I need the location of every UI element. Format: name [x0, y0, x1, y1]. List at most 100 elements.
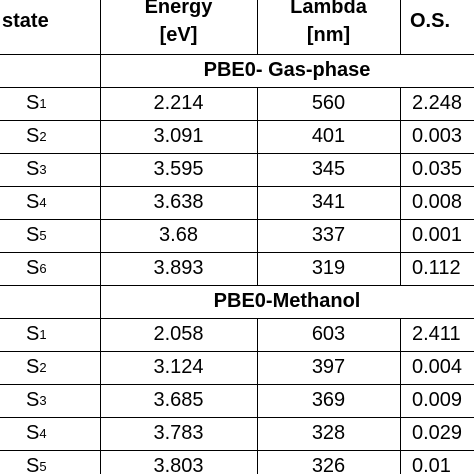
header-cell: Energy [eV]	[100, 0, 257, 48]
state-index: 4	[39, 195, 47, 210]
column-line	[400, 87, 401, 120]
column-line	[100, 186, 101, 219]
column-line	[400, 384, 401, 417]
state-letter: S	[26, 389, 40, 411]
lambda-cell: 603	[311, 323, 346, 345]
header-text: Energy	[144, 0, 213, 18]
lambda-cell: 345	[311, 158, 346, 180]
state-letter: S	[26, 356, 40, 378]
column-line	[100, 219, 101, 252]
os-cell: 0.003	[412, 125, 463, 147]
state-index: 2	[39, 360, 47, 375]
os-cell: 0.008	[412, 191, 463, 213]
row-line	[0, 252, 474, 253]
lambda-cell: 337	[311, 224, 346, 246]
column-line	[257, 417, 258, 450]
column-line	[400, 120, 401, 153]
column-line	[400, 219, 401, 252]
column-line	[100, 417, 101, 450]
column-line	[257, 0, 258, 54]
energy-cell: 3.783	[153, 422, 204, 444]
os-cell: 0.009	[412, 389, 463, 411]
state-letter: S	[26, 257, 40, 279]
column-line	[100, 54, 101, 87]
lambda-cell: 369	[311, 389, 346, 411]
column-line	[100, 384, 101, 417]
energy-cell: 3.595	[153, 158, 204, 180]
column-line	[400, 252, 401, 285]
column-line	[100, 252, 101, 285]
state-index: 1	[39, 327, 47, 342]
row-line	[0, 87, 474, 88]
column-line	[257, 186, 258, 219]
header-text: Lambda	[290, 0, 367, 18]
state-letter: S	[26, 224, 40, 246]
state-index: 5	[39, 228, 47, 243]
state-letter: S	[26, 455, 40, 474]
lambda-cell: 401	[311, 125, 346, 147]
energy-cell: 3.893	[153, 257, 204, 279]
energy-cell: 3.685	[153, 389, 204, 411]
row-line	[0, 186, 474, 187]
column-line	[257, 120, 258, 153]
energy-cell: 2.058	[153, 323, 204, 345]
header-text: O.S.	[410, 10, 451, 32]
column-line	[257, 384, 258, 417]
column-line	[100, 285, 101, 318]
row-line	[0, 384, 474, 385]
state-letter: S	[26, 323, 40, 345]
energy-cell: 3.091	[153, 125, 204, 147]
state-letter: S	[26, 92, 40, 114]
state-index: 6	[39, 261, 47, 276]
lambda-cell: 341	[311, 191, 346, 213]
lambda-cell: 397	[311, 356, 346, 378]
lambda-cell: 328	[311, 422, 346, 444]
lambda-cell: 560	[311, 92, 346, 114]
header-cell: O.S.	[400, 0, 474, 48]
energy-cell: 3.638	[153, 191, 204, 213]
header-text: state	[2, 10, 49, 32]
column-line	[400, 450, 401, 474]
column-line	[100, 120, 101, 153]
row-line	[0, 219, 474, 220]
column-line	[257, 87, 258, 120]
lambda-cell: 326	[311, 455, 346, 474]
os-cell: 0.004	[412, 356, 463, 378]
column-line	[257, 153, 258, 186]
section-title: PBE0- Gas-phase	[203, 59, 371, 81]
row-line	[0, 54, 474, 55]
column-line	[257, 351, 258, 384]
state-letter: S	[26, 191, 40, 213]
row-line	[0, 285, 474, 286]
state-letter: S	[26, 125, 40, 147]
row-line	[0, 450, 474, 451]
column-line	[100, 0, 101, 54]
state-letter: S	[26, 158, 40, 180]
header-cell: state	[2, 0, 102, 48]
os-cell: 2.248	[412, 92, 463, 114]
energy-cell: 3.803	[153, 455, 204, 474]
state-index: 4	[39, 426, 47, 441]
state-index: 3	[39, 393, 47, 408]
row-line	[0, 417, 474, 418]
column-line	[100, 153, 101, 186]
column-line	[400, 351, 401, 384]
header-text: [nm]	[306, 24, 351, 46]
column-line	[257, 219, 258, 252]
state-index: 5	[39, 459, 47, 474]
os-cell: 0.001	[412, 224, 463, 246]
header-text: [eV]	[159, 24, 198, 46]
row-line	[0, 318, 474, 319]
lambda-cell: 319	[311, 257, 346, 279]
energy-cell: 3.68	[159, 224, 198, 246]
row-line	[0, 153, 474, 154]
